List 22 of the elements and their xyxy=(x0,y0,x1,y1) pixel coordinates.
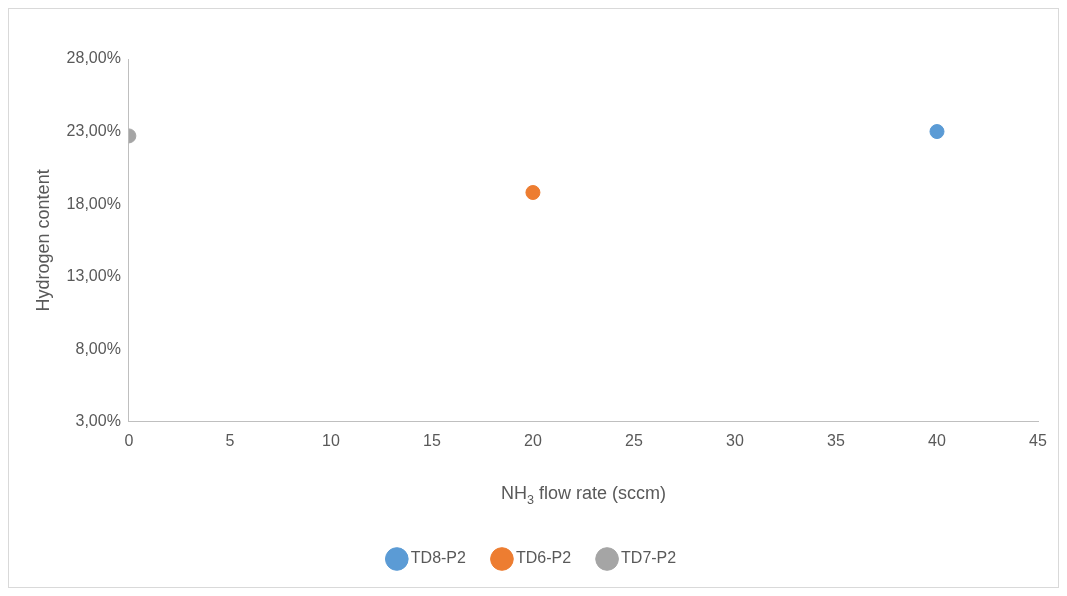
y-tick-label: 8,00% xyxy=(75,339,121,357)
x-tick-label: 5 xyxy=(225,431,235,449)
x-tick-label: 45 xyxy=(1029,431,1047,449)
x-tick-label: 10 xyxy=(322,431,340,449)
legend-label: TD6-P2 xyxy=(515,549,572,567)
x-tick-label: 30 xyxy=(726,431,744,449)
x-tick-label: 15 xyxy=(423,431,441,449)
x-tick-label: 40 xyxy=(928,431,946,449)
legend-label: TD8-P2 xyxy=(410,549,467,567)
y-tick-label: 23,00% xyxy=(66,121,121,139)
y-tick-label: 13,00% xyxy=(66,267,121,285)
x-tick-label: 20 xyxy=(524,431,542,449)
y-axis-title: Hydrogen content xyxy=(32,169,53,312)
x-tick-label: 0 xyxy=(124,431,134,449)
x-tick-label: 35 xyxy=(827,431,845,449)
point xyxy=(525,185,541,201)
x-tick-label: 25 xyxy=(625,431,643,449)
point xyxy=(929,124,945,140)
y-tick-label: 28,00% xyxy=(66,49,121,67)
y-tick-label: 18,00% xyxy=(66,194,121,212)
y-tick-label: 3,00% xyxy=(75,412,121,430)
legend-label: TD7-P2 xyxy=(621,549,677,567)
